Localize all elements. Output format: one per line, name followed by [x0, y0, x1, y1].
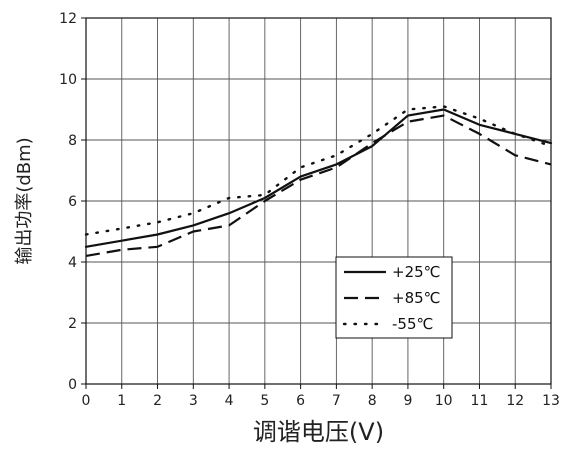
- x-tick-label: 12: [506, 393, 524, 409]
- y-axis-ticks: 0 2 4 6 8 10 12: [59, 11, 86, 393]
- grid: [85, 17, 552, 385]
- y-axis-title: 输出功率(dBm): [14, 137, 35, 264]
- x-tick-label: 5: [260, 393, 269, 409]
- legend-label-2: -55℃: [392, 315, 433, 333]
- x-tick-label: 0: [82, 393, 91, 409]
- x-tick-label: 4: [225, 393, 234, 409]
- series-line-0: [84, 108, 553, 248]
- y-tick-label: 12: [59, 11, 77, 27]
- series-line-2: [84, 105, 553, 236]
- x-axis-title: 调谐电压(V): [253, 418, 384, 446]
- y-tick-label: 4: [68, 255, 77, 271]
- y-tick-label: 10: [59, 72, 77, 88]
- y-tick-label: 6: [68, 194, 77, 210]
- x-axis-ticks: 0 1 2 3 4 5 6 7 8 9 10 11 12 13: [82, 384, 560, 409]
- x-tick-label: 9: [403, 393, 412, 409]
- x-tick-label: 7: [332, 393, 341, 409]
- legend-label-0: +25℃: [392, 263, 441, 281]
- x-tick-label: 13: [542, 393, 560, 409]
- x-tick-label: 2: [153, 393, 162, 409]
- series-lines: [84, 105, 553, 257]
- legend-label-1: +85℃: [392, 289, 441, 307]
- x-tick-label: 6: [296, 393, 305, 409]
- x-tick-label: 8: [368, 393, 377, 409]
- y-tick-label: 2: [68, 316, 77, 332]
- series-line-1: [85, 114, 552, 257]
- x-tick-label: 11: [471, 393, 489, 409]
- x-tick-label: 3: [189, 393, 198, 409]
- y-tick-label: 8: [68, 133, 77, 149]
- legend: +25℃ +85℃ -55℃: [335, 256, 453, 339]
- x-tick-label: 10: [435, 393, 453, 409]
- x-tick-label: 1: [117, 393, 126, 409]
- y-tick-label: 0: [68, 377, 77, 393]
